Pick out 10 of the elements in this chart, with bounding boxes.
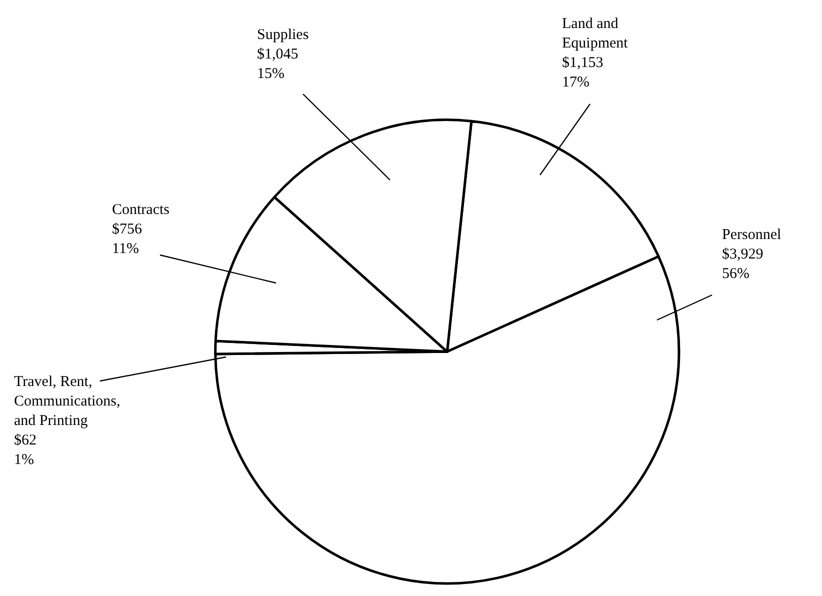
data-label: $3,929 56%: [722, 246, 764, 282]
data-label: $756 11%: [112, 222, 142, 257]
slice-label: Personnel: [722, 227, 782, 243]
data-label: $1,153 17%: [562, 55, 604, 90]
data-label: $62 1%: [14, 432, 36, 468]
slice-label: Supplies: [257, 27, 309, 43]
slice-label: Travel, Rent, Communications, and Printing: [14, 374, 120, 429]
data-label: $1,045 15%: [257, 46, 298, 82]
slice-label: Contracts: [112, 202, 170, 218]
slice-label: Land and Equipment: [562, 16, 629, 52]
